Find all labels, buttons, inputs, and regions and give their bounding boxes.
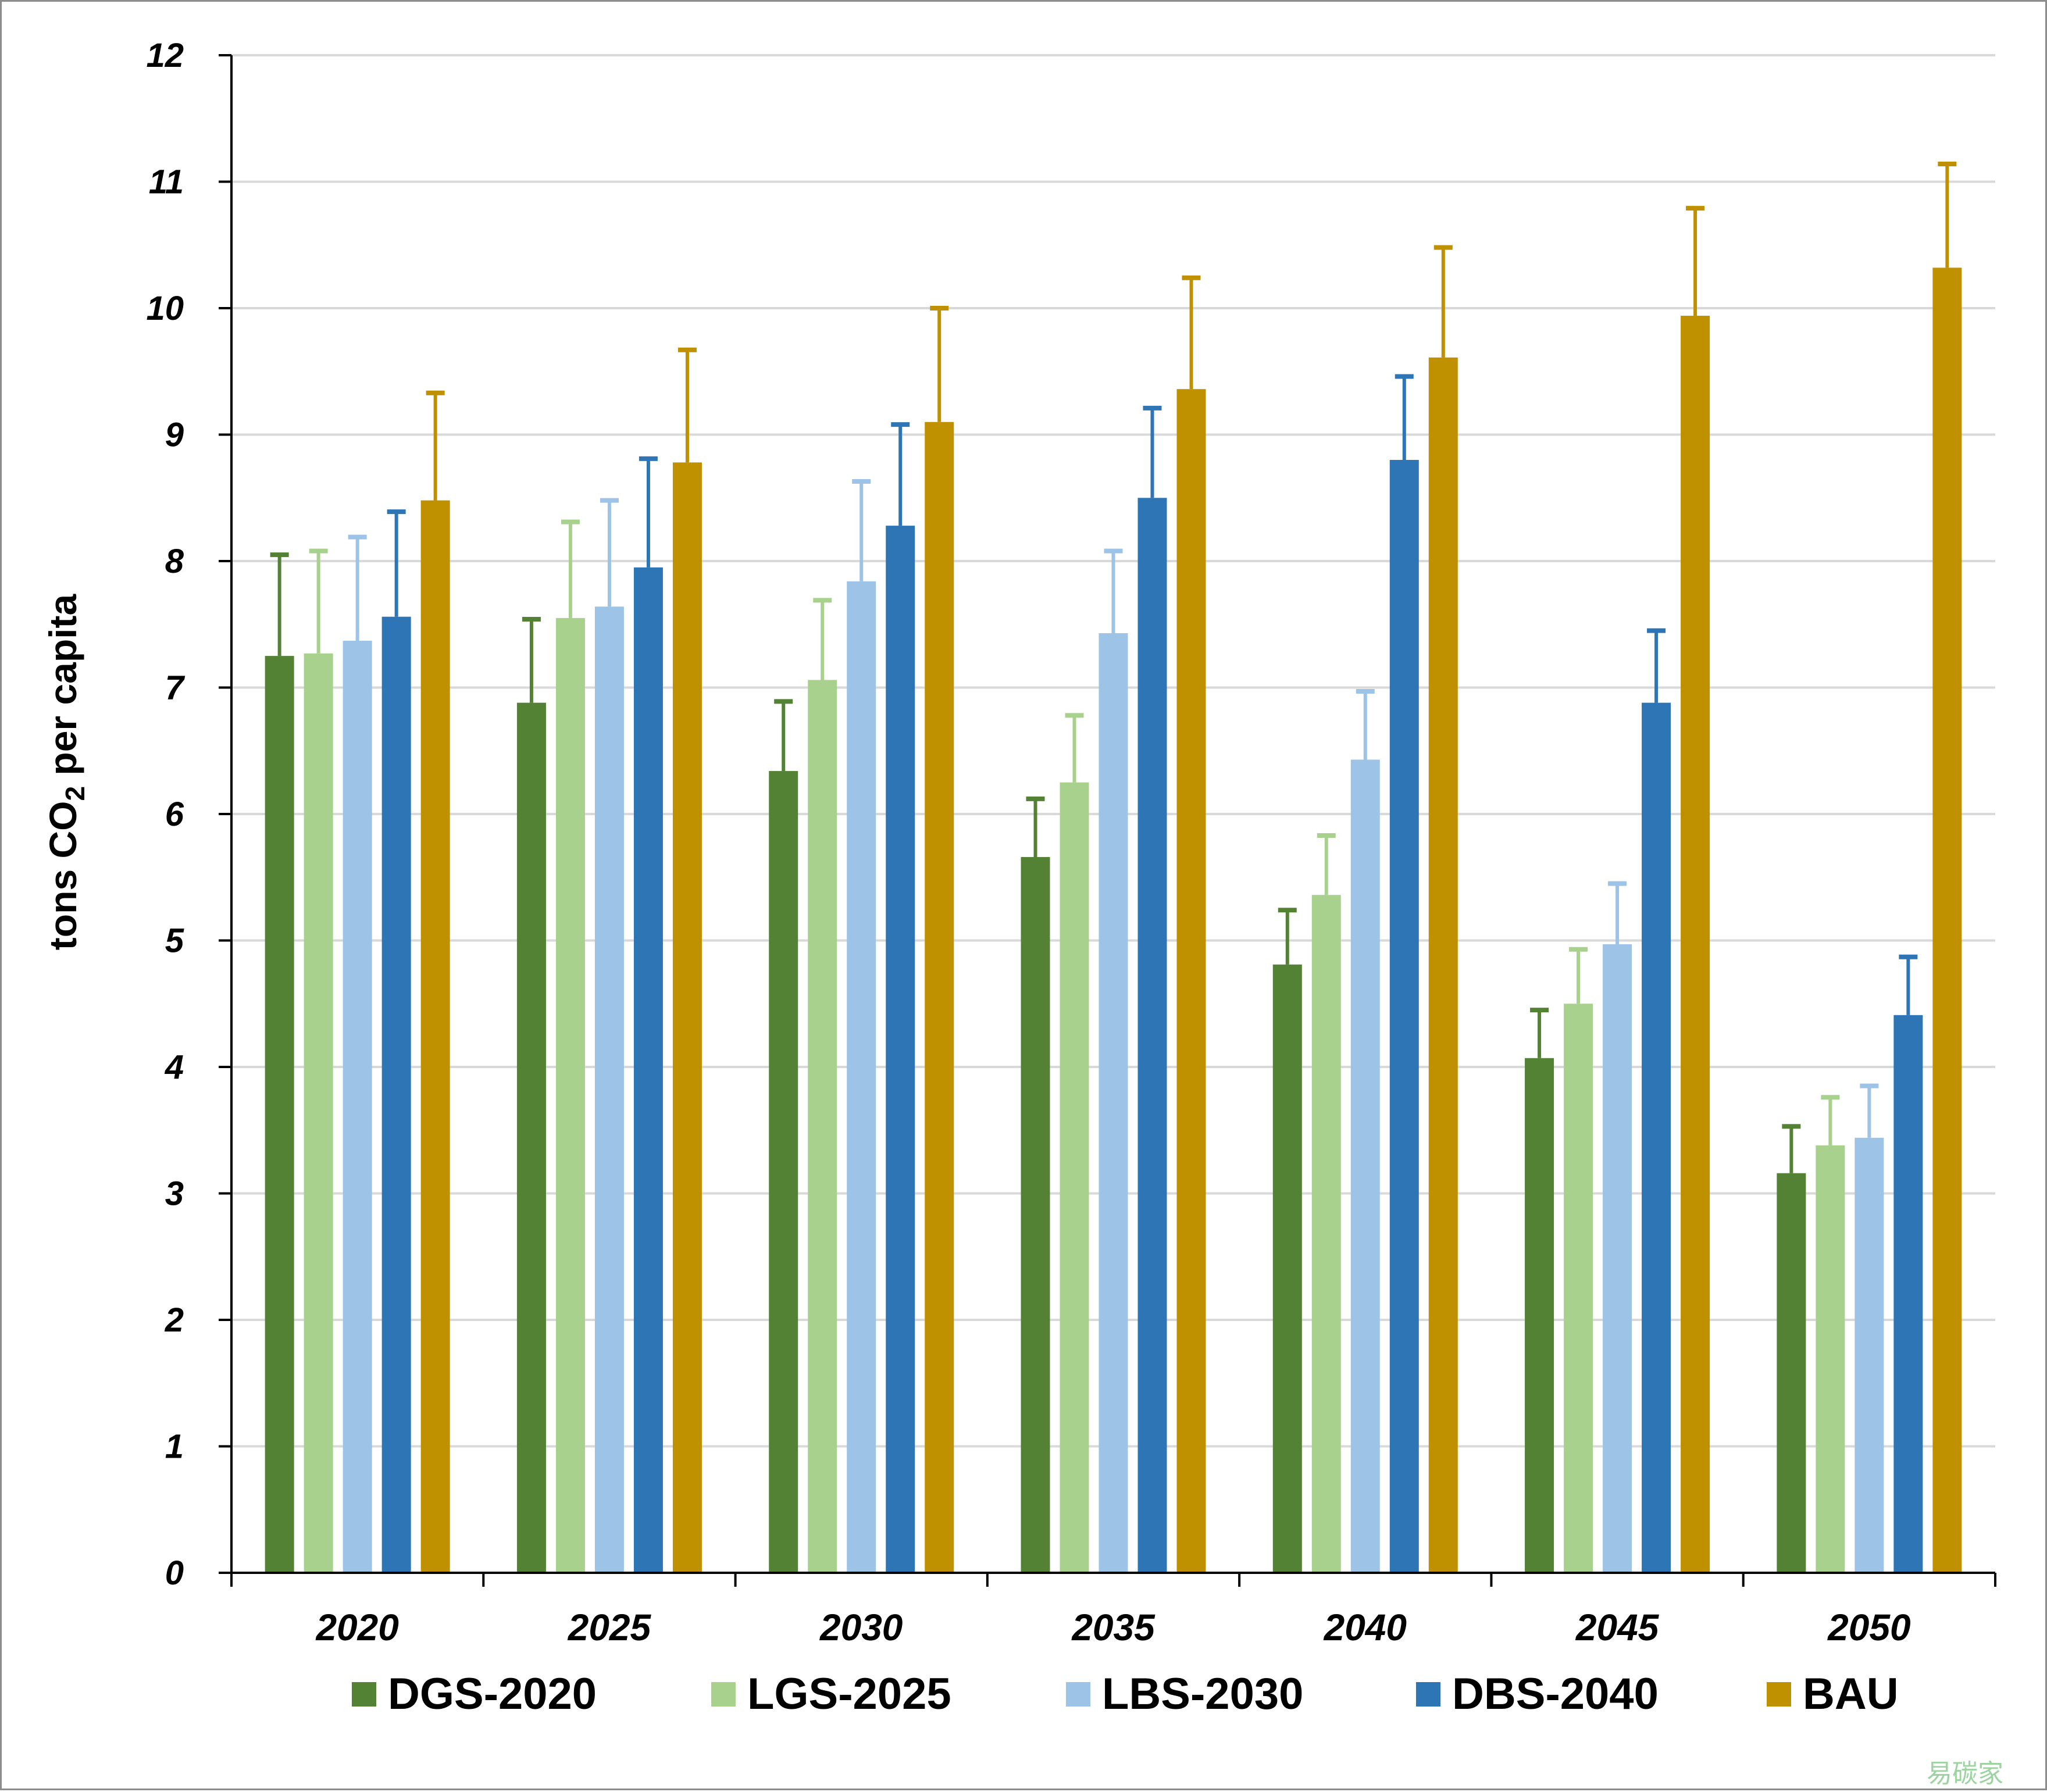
y-tick-label-3: 3 <box>165 1175 184 1213</box>
legend-label-BAU: BAU <box>1803 1669 1899 1719</box>
legend-label-LBS-2030: LBS-2030 <box>1102 1669 1303 1719</box>
y-tick-label-10: 10 <box>146 290 184 327</box>
bar-LGS-2025-2035 <box>1060 782 1089 1573</box>
bar-DGS-2020-2040 <box>1272 964 1302 1573</box>
bar-DGS-2020-2035 <box>1021 856 1050 1573</box>
y-tick-label-1: 1 <box>165 1428 184 1466</box>
y-tick-label-2: 2 <box>165 1301 184 1339</box>
bar-DBS-2040-2035 <box>1137 498 1167 1573</box>
legend-swatch-BAU <box>1767 1682 1791 1707</box>
bar-LBS-2030-2025 <box>594 606 624 1573</box>
y-tick-label-8: 8 <box>165 542 184 580</box>
legend-label-DGS-2020: DGS-2020 <box>388 1669 597 1719</box>
bar-DBS-2040-2045 <box>1642 702 1671 1573</box>
x-tick-label-2030: 2030 <box>819 1607 903 1648</box>
bar-BAU-2030 <box>925 422 954 1573</box>
legend-swatch-LBS-2030 <box>1066 1682 1090 1707</box>
legend-swatch-DGS-2020 <box>352 1682 376 1707</box>
bar-DBS-2040-2030 <box>886 526 915 1573</box>
bar-LBS-2030-2035 <box>1099 633 1128 1573</box>
bar-LBS-2030-2040 <box>1350 759 1380 1573</box>
bar-LBS-2030-2020 <box>343 641 372 1573</box>
bar-LGS-2025-2050 <box>1816 1145 1845 1573</box>
y-axis-title-subscript: 2 <box>60 786 90 801</box>
bar-DBS-2040-2050 <box>1893 1015 1923 1573</box>
bars <box>265 162 1962 1573</box>
bar-LBS-2030-2050 <box>1855 1137 1884 1573</box>
legend: DGS-2020 LGS-2025 LBS-2030 DBS-2040 BAU <box>352 1669 1899 1719</box>
y-tick-label-9: 9 <box>165 416 184 454</box>
bar-DGS-2020-2045 <box>1525 1058 1554 1573</box>
y-axis-title-main: tons CO <box>41 801 84 951</box>
bar-DBS-2040-2020 <box>381 616 411 1573</box>
y-tick-label-5: 5 <box>165 922 184 960</box>
bar-LGS-2025-2045 <box>1564 1004 1593 1573</box>
y-tick-label-7: 7 <box>165 669 186 707</box>
bar-BAU-2025 <box>672 462 702 1573</box>
watermark: 易碳家 <box>1927 1759 2003 1788</box>
y-tick-label-6: 6 <box>165 795 184 833</box>
y-axis-title: tons CO2 per capita <box>41 594 90 951</box>
bar-LGS-2025-2030 <box>808 680 837 1573</box>
x-tick-label-2035: 2035 <box>1071 1607 1156 1648</box>
legend-label-DBS-2040: DBS-2040 <box>1452 1669 1659 1719</box>
y-tick-label-12: 12 <box>146 37 184 74</box>
bar-DGS-2020-2030 <box>769 771 798 1573</box>
bar-LGS-2025-2025 <box>555 617 585 1573</box>
legend-swatch-DBS-2040 <box>1416 1682 1440 1707</box>
x-tick-label-2050: 2050 <box>1827 1607 1910 1648</box>
x-tick-label-2025: 2025 <box>568 1607 652 1648</box>
bar-DGS-2020-2020 <box>265 656 294 1573</box>
x-tick-label-2045: 2045 <box>1575 1607 1660 1648</box>
bar-DGS-2020-2050 <box>1777 1173 1806 1573</box>
x-tick-label-2020: 2020 <box>315 1607 398 1648</box>
bar-LBS-2030-2045 <box>1603 944 1632 1573</box>
bar-BAU-2050 <box>1932 267 1962 1573</box>
legend-swatch-LGS-2025 <box>711 1682 736 1707</box>
bar-LBS-2030-2030 <box>847 581 876 1573</box>
bar-DGS-2020-2025 <box>516 702 546 1573</box>
y-tick-label-0: 0 <box>165 1554 184 1592</box>
y-tick-label-4: 4 <box>165 1048 184 1086</box>
bar-DBS-2040-2040 <box>1389 460 1419 1573</box>
bar-BAU-2020 <box>420 500 450 1573</box>
y-tick-label-11: 11 <box>149 163 184 201</box>
bar-LGS-2025-2040 <box>1311 895 1341 1573</box>
legend-label-LGS-2025: LGS-2025 <box>747 1669 951 1719</box>
bar-BAU-2035 <box>1176 389 1206 1573</box>
bar-BAU-2040 <box>1428 357 1458 1573</box>
y-axis-title-rest: per capita <box>41 594 84 786</box>
axes <box>219 54 1996 1587</box>
x-tick-label-2040: 2040 <box>1324 1607 1407 1648</box>
bar-DBS-2040-2025 <box>633 567 663 1573</box>
bar-LGS-2025-2020 <box>304 653 333 1573</box>
bar-BAU-2045 <box>1681 316 1710 1573</box>
